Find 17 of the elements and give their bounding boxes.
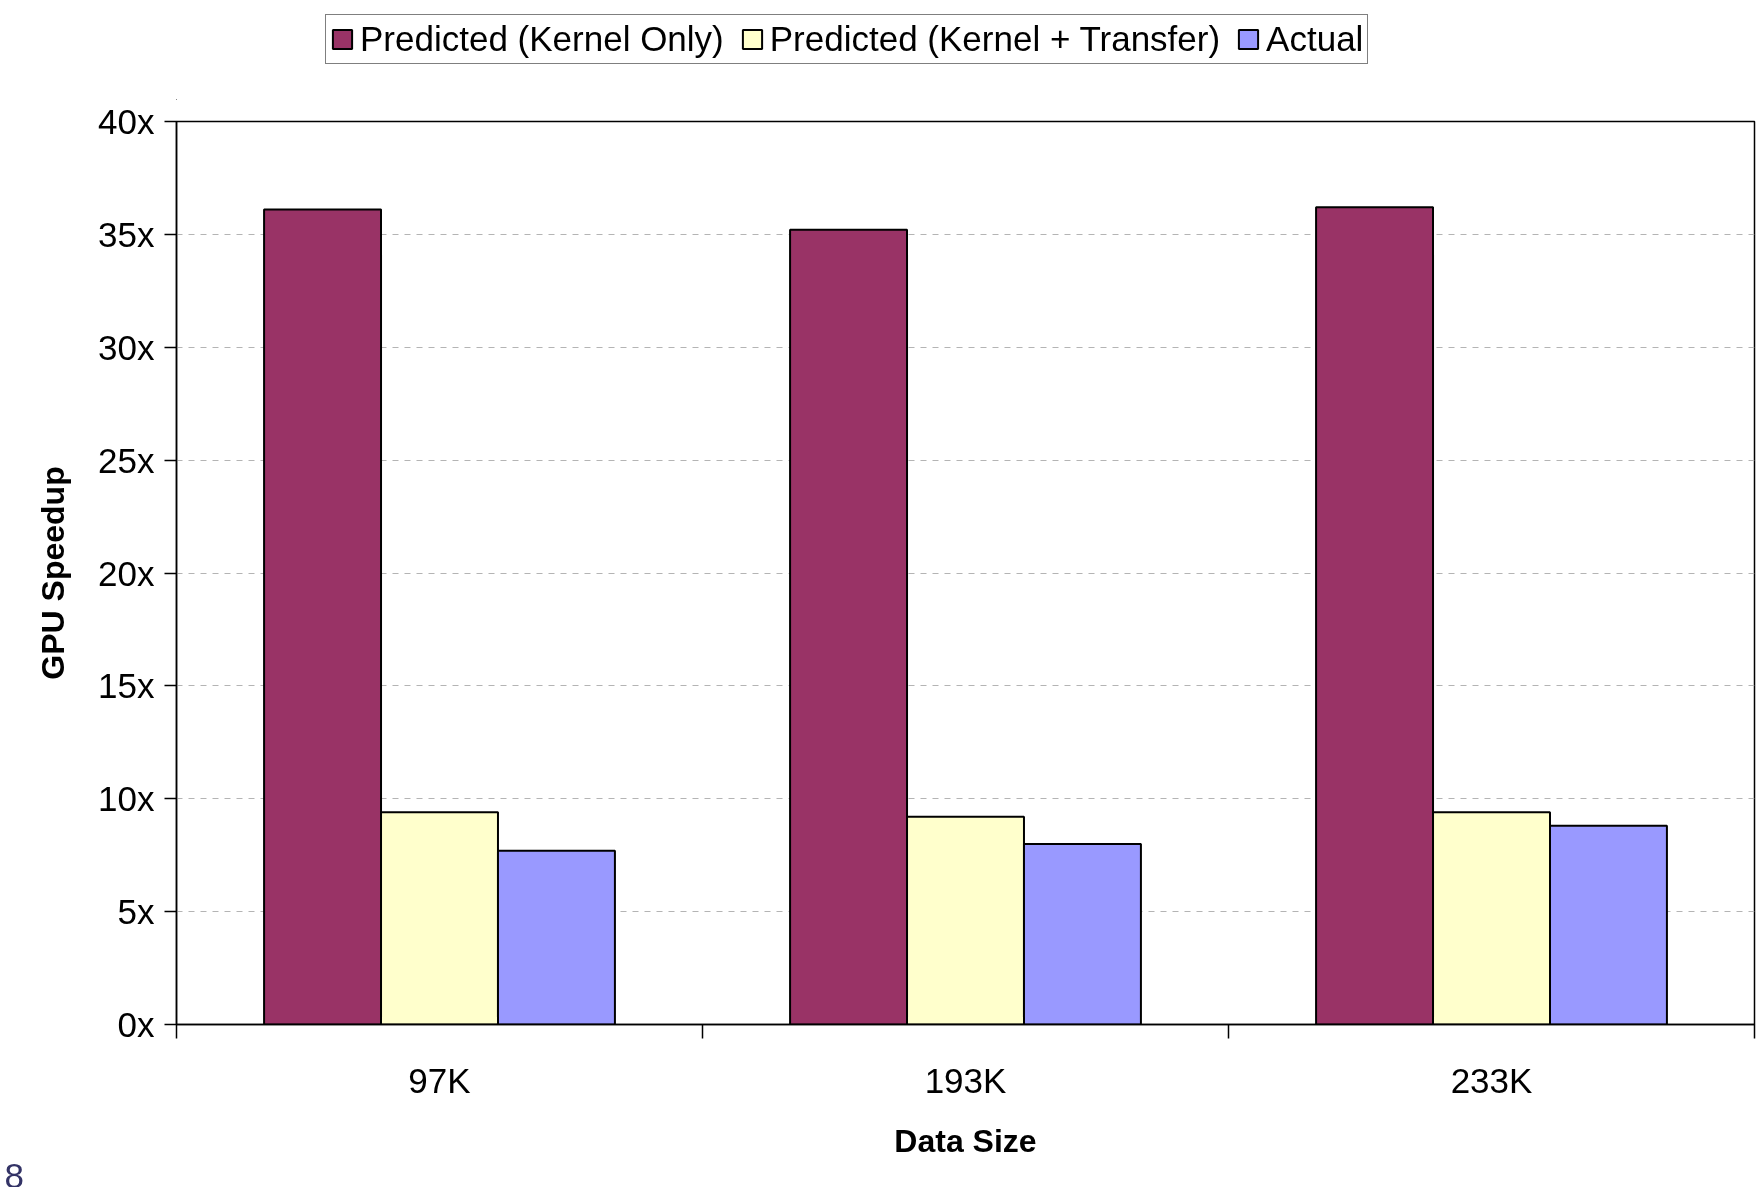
- x-tick-label: 233K: [1450, 1060, 1533, 1100]
- y-tick-label: 30x: [98, 327, 155, 367]
- y-tick-label: 20x: [98, 553, 155, 593]
- legend-label: Predicted (Kernel Only): [360, 19, 724, 59]
- y-tick-label: 10x: [98, 779, 155, 819]
- y-axis-title: GPU Speedup: [35, 466, 72, 680]
- x-tick-label: 193K: [924, 1060, 1007, 1100]
- y-tick-label: 5x: [117, 892, 155, 932]
- y-tick-label: 15x: [98, 666, 155, 706]
- y-tick-label: 35x: [98, 214, 155, 254]
- legend-label: Predicted (Kernel + Transfer): [769, 19, 1221, 59]
- x-axis-title: Data Size: [894, 1122, 1037, 1159]
- y-tick-label: 40x: [98, 102, 155, 141]
- x-tick-label: 97K: [408, 1060, 471, 1100]
- y-tick-label: 25x: [98, 440, 155, 480]
- legend-label: Actual: [1266, 19, 1364, 59]
- y-tick-label: 0x: [117, 1005, 155, 1044]
